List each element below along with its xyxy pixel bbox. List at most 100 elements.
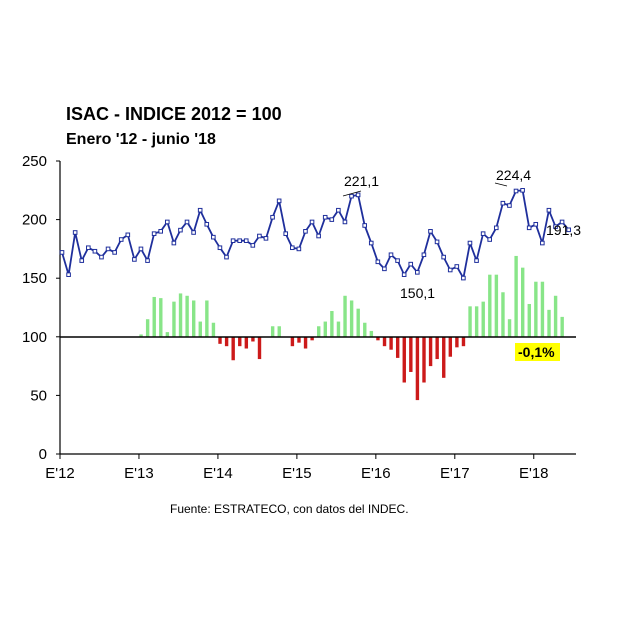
bar bbox=[218, 336, 222, 344]
line-point bbox=[125, 232, 131, 238]
bar bbox=[435, 336, 439, 360]
bar bbox=[521, 267, 525, 337]
bar bbox=[290, 336, 295, 347]
bar bbox=[185, 295, 189, 337]
bar bbox=[336, 321, 341, 337]
line-point bbox=[546, 207, 552, 213]
bar bbox=[238, 336, 242, 347]
bar bbox=[402, 336, 406, 383]
line-point bbox=[296, 246, 302, 252]
y-axis-ticks: 0 50 100 150 200 250 bbox=[22, 153, 60, 463]
line-point bbox=[395, 258, 400, 263]
bar bbox=[356, 308, 360, 337]
line-point bbox=[79, 258, 85, 263]
bar bbox=[244, 336, 249, 349]
x-tick-label: E'13 bbox=[124, 465, 154, 482]
chart-subtitle: Enero '12 - junio '18 bbox=[66, 131, 216, 148]
line-point bbox=[454, 264, 460, 269]
line-point bbox=[322, 214, 328, 220]
line-point bbox=[487, 237, 492, 242]
line-point bbox=[480, 231, 486, 236]
line-point bbox=[270, 214, 275, 220]
line-point bbox=[217, 245, 223, 251]
bar bbox=[501, 292, 505, 337]
x-tick-label: E'17 bbox=[440, 465, 470, 482]
line-point bbox=[382, 266, 387, 272]
line-point bbox=[428, 229, 433, 234]
bar bbox=[159, 298, 163, 337]
x-tick-label: E'15 bbox=[282, 465, 312, 482]
bar bbox=[494, 274, 499, 337]
line-point bbox=[566, 227, 571, 233]
bar bbox=[303, 336, 308, 349]
line-point bbox=[92, 248, 98, 254]
line-point bbox=[191, 230, 196, 235]
line-point bbox=[329, 217, 335, 222]
annotation-last-value: 191,3 bbox=[546, 222, 581, 238]
highlight-box bbox=[515, 343, 560, 361]
line-point bbox=[184, 219, 190, 225]
bar bbox=[389, 336, 393, 350]
bar bbox=[343, 295, 347, 337]
bar bbox=[448, 336, 453, 357]
source-note: Fuente: ESTRATECO, con datos del INDEC. bbox=[170, 502, 409, 516]
bar-series bbox=[139, 255, 571, 401]
line-point bbox=[474, 258, 479, 263]
bar bbox=[455, 336, 459, 348]
line-point bbox=[461, 275, 466, 281]
bar bbox=[481, 301, 485, 337]
line-point bbox=[533, 221, 539, 227]
line-point bbox=[204, 221, 210, 227]
line-point bbox=[421, 252, 427, 258]
line-point bbox=[276, 198, 282, 204]
line-point bbox=[553, 224, 558, 229]
line-point bbox=[415, 270, 420, 275]
bar bbox=[560, 316, 564, 337]
bar bbox=[488, 274, 492, 337]
bar bbox=[310, 336, 314, 341]
bar bbox=[395, 336, 400, 358]
line-point bbox=[342, 219, 348, 225]
line-point bbox=[316, 233, 321, 239]
bar bbox=[297, 336, 301, 343]
line-point bbox=[283, 231, 289, 236]
line-point bbox=[263, 236, 269, 241]
line-point bbox=[118, 237, 124, 242]
bar bbox=[172, 301, 176, 337]
bar bbox=[369, 330, 374, 337]
line-point bbox=[145, 258, 150, 263]
x-tick-label: E'16 bbox=[361, 465, 391, 482]
line-point bbox=[243, 238, 249, 243]
chart-title: ISAC - INDICE 2012 = 100 bbox=[66, 104, 282, 124]
line-point bbox=[132, 257, 137, 262]
bar bbox=[553, 295, 558, 337]
bar bbox=[323, 321, 327, 337]
bar bbox=[257, 336, 262, 360]
line-point bbox=[500, 200, 506, 206]
y-tick-label: 50 bbox=[30, 387, 47, 404]
y-tick-label: 0 bbox=[39, 446, 47, 463]
line-point bbox=[540, 240, 545, 246]
bar bbox=[442, 336, 446, 378]
line-point bbox=[99, 254, 104, 260]
line-point bbox=[237, 238, 242, 243]
line-point bbox=[164, 219, 170, 225]
bar bbox=[224, 336, 229, 347]
bar bbox=[251, 336, 255, 342]
line-point bbox=[171, 240, 177, 246]
line-point bbox=[257, 233, 262, 239]
bar bbox=[422, 336, 426, 383]
line-point bbox=[401, 272, 407, 277]
bar bbox=[277, 326, 281, 337]
x-axis-ticks: E'12 E'13 E'14 E'15 E'16 E'17 E'18 bbox=[45, 454, 549, 482]
bar bbox=[152, 296, 156, 337]
annotation-peak-2015: 221,1 bbox=[344, 173, 379, 189]
line-point bbox=[559, 219, 565, 225]
line-point bbox=[355, 192, 361, 198]
bar bbox=[363, 322, 367, 337]
line-point bbox=[309, 219, 315, 225]
line-point bbox=[105, 246, 111, 252]
line-point bbox=[138, 246, 144, 252]
